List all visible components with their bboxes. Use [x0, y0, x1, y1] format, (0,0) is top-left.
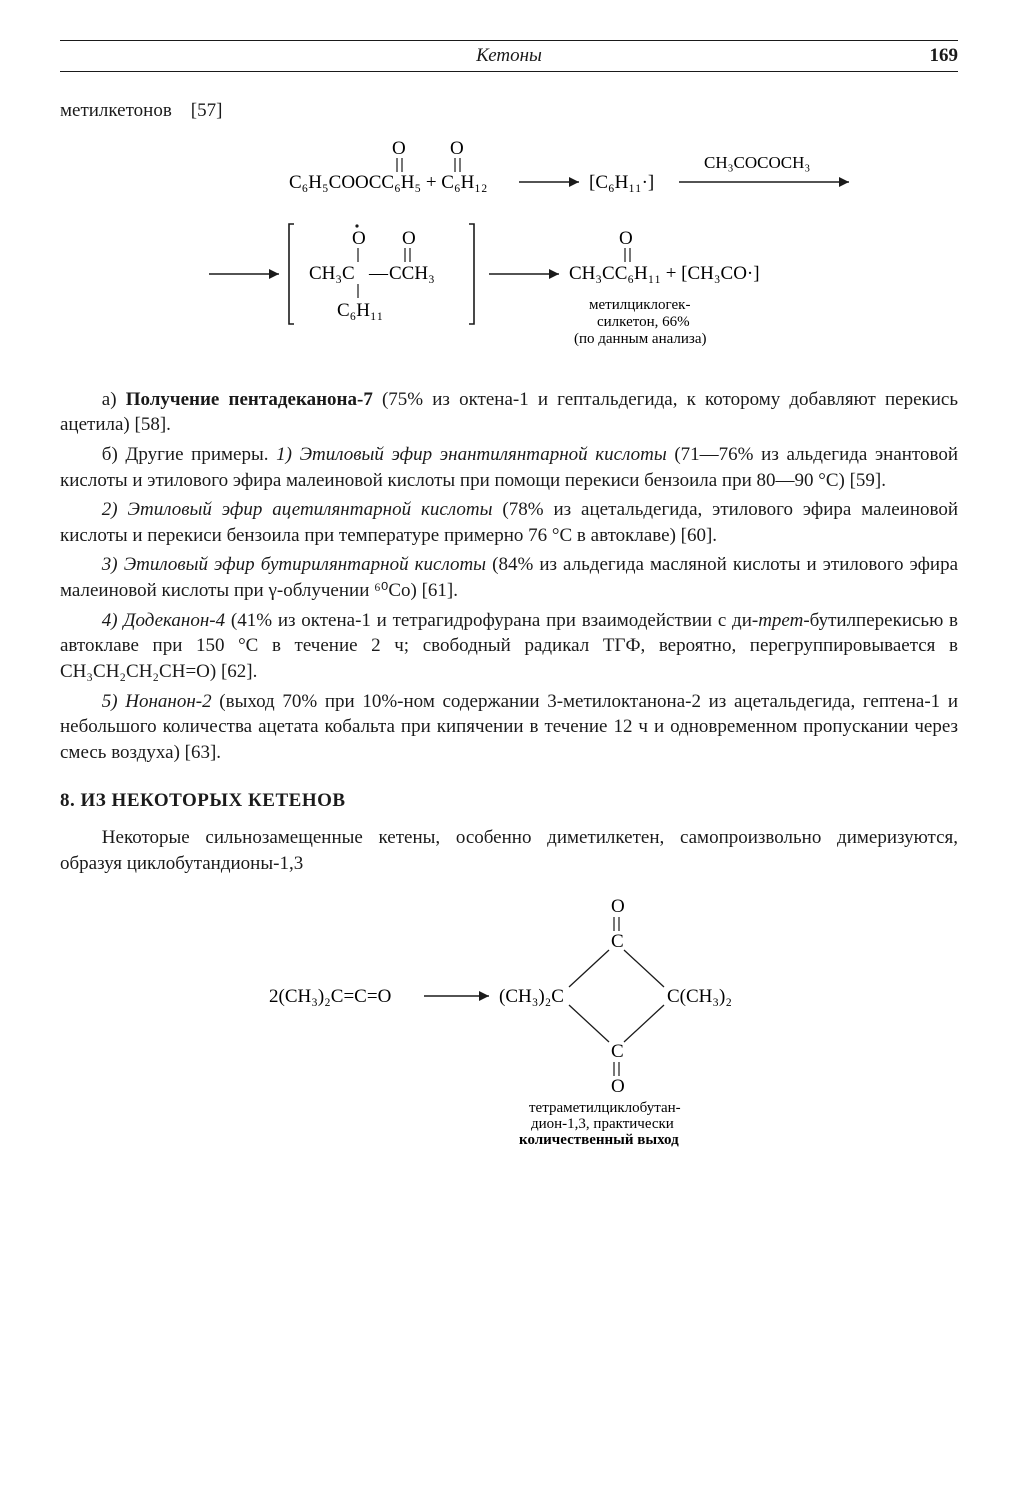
intermediate-radical: [C₆H₁₁·]	[589, 172, 654, 193]
intro-line: метилкетонов [57]	[60, 98, 958, 124]
b1-num: 1)	[276, 444, 292, 465]
b1-italic: Этиловый эфир энантилянтарной кислоты	[300, 444, 667, 465]
b3-num: 3)	[102, 554, 118, 575]
para-b5: 5) Нонанон-2 (выход 70% при 10%-ном соде…	[60, 689, 958, 766]
label-O: O	[352, 228, 366, 249]
reaction-scheme-2: 2(CH₃)₂C=C=O O C (CH₃)₂C C(CH₃)₂ C O тет…	[60, 887, 958, 1147]
para-a: а) Получение пентадеканона-7 (75% из окт…	[60, 387, 958, 438]
section-8-p1: Некоторые сильнозамещенные кетены, особе…	[60, 825, 958, 876]
para-a-bold: Получение пентадеканона-7	[126, 389, 373, 410]
section-8-head: 8. ИЗ НЕКОТОРЫХ КЕТЕНОВ	[60, 788, 958, 814]
box-left: CH₃C	[309, 263, 355, 284]
right-sub: C(CH₃)₂	[667, 986, 732, 1007]
product: CH₃CC₆H₁₁ + [CH₃CO·]	[569, 263, 760, 284]
b5-num: 5)	[102, 691, 118, 712]
para-b4: 4) Додеканон-4 (41% из октена-1 и тетраг…	[60, 608, 958, 685]
page-number: 169	[930, 43, 959, 69]
b4-rest-em: трет	[758, 610, 803, 631]
label-O: O	[392, 138, 406, 159]
b4-italic: Додеканон-4	[123, 610, 225, 631]
label-O: O	[402, 228, 416, 249]
top-O: O	[611, 896, 625, 917]
r2-annot3: количественный выход	[519, 1132, 679, 1147]
page-header: Кетоны 169	[60, 40, 958, 69]
intro-ref: [57]	[191, 100, 223, 121]
bot-O: O	[611, 1076, 625, 1097]
running-title: Кетоны	[60, 43, 958, 69]
para-b2: 2) Этиловый эфир ацетилянтарной кислоты …	[60, 497, 958, 548]
annot-2: силкетон, 66%	[597, 314, 690, 330]
label-O: O	[450, 138, 464, 159]
annot-3: (по данным анализа)	[574, 331, 707, 347]
r2-left: 2(CH₃)₂C=C=O	[269, 986, 391, 1007]
intro-text: метилкетонов	[60, 100, 172, 121]
reaction-scheme-1: O O C₆H₅COOCC₆H₅ + C₆H₁₂ [C₆H₁₁·] CH₃COC…	[60, 134, 958, 369]
r2-annot1: тетраметилциклобутан-	[529, 1100, 681, 1116]
header-rule	[60, 71, 958, 72]
top-C: C	[611, 931, 624, 952]
b3-italic: Этиловый эфир бутирилянтарной кислоты	[124, 554, 486, 575]
para-a-strong-marker: а)	[102, 389, 126, 410]
b2-num: 2)	[102, 499, 118, 520]
svg-text:—: —	[368, 263, 389, 284]
para-b3: 3) Этиловый эфир бутирилянтарной кислоты…	[60, 552, 958, 603]
b5-italic: Нонанон-2	[125, 691, 211, 712]
b4-rest-a: (41% из октена-1 и тетрагидрофурана при …	[231, 610, 758, 631]
bot-C: C	[611, 1041, 624, 1062]
prod-O: O	[619, 228, 633, 249]
left-sub: (CH₃)₂C	[499, 986, 564, 1007]
b2-italic: Этиловый эфир ацетилянтарной кислоты	[128, 499, 493, 520]
b-intro: б) Другие примеры.	[102, 444, 269, 465]
r2-annot2: дион-1,3, практически	[531, 1116, 674, 1132]
para-b1: б) Другие примеры. 1) Этиловый эфир энан…	[60, 442, 958, 493]
b4-num: 4)	[102, 610, 118, 631]
reactant-left: C₆H₅COOCC₆H₅ + C₆H₁₂	[289, 172, 488, 193]
box-right: CCH₃	[389, 263, 435, 284]
over-arrow-label: CH₃COCOCH₃	[704, 153, 810, 172]
annot-1: метилциклогек-	[589, 297, 690, 313]
box-bottom: C₆H₁₁	[337, 300, 383, 321]
